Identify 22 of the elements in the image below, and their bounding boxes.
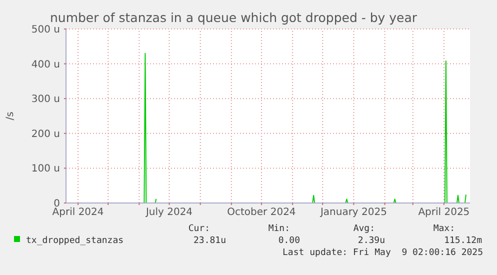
text: 115.12m [444, 236, 482, 246]
text: Max: [433, 224, 455, 234]
text: 0.00 [278, 236, 300, 246]
x-tick-label: January 2025 [319, 207, 387, 218]
text: 2.39u [358, 236, 385, 246]
y-tick-label: 500 u [31, 24, 60, 36]
chart-title: number of stanzas in a queue which got dropped - by year [50, 10, 418, 25]
y-axis-title: /s [5, 112, 16, 120]
y-tick-label: 100 u [31, 164, 60, 175]
y-tick-label: 400 u [31, 59, 60, 70]
y-tick-label: 300 u [31, 94, 60, 106]
y-tick-label: 200 u [31, 128, 60, 140]
x-tick-label: April 2024 [52, 207, 104, 218]
text: 23.81u [193, 236, 226, 246]
x-tick-label: October 2024 [227, 207, 296, 218]
text: Last update: Fri May 9 02:00:16 2025 [282, 248, 483, 258]
text: Cur: [188, 224, 210, 234]
legend-label: tx_dropped_stanzas [26, 236, 124, 246]
text: Min: [268, 224, 290, 234]
x-tick-label: July 2024 [144, 207, 193, 218]
x-tick-label: April 2025 [418, 207, 470, 218]
text: Avg: [353, 224, 375, 234]
